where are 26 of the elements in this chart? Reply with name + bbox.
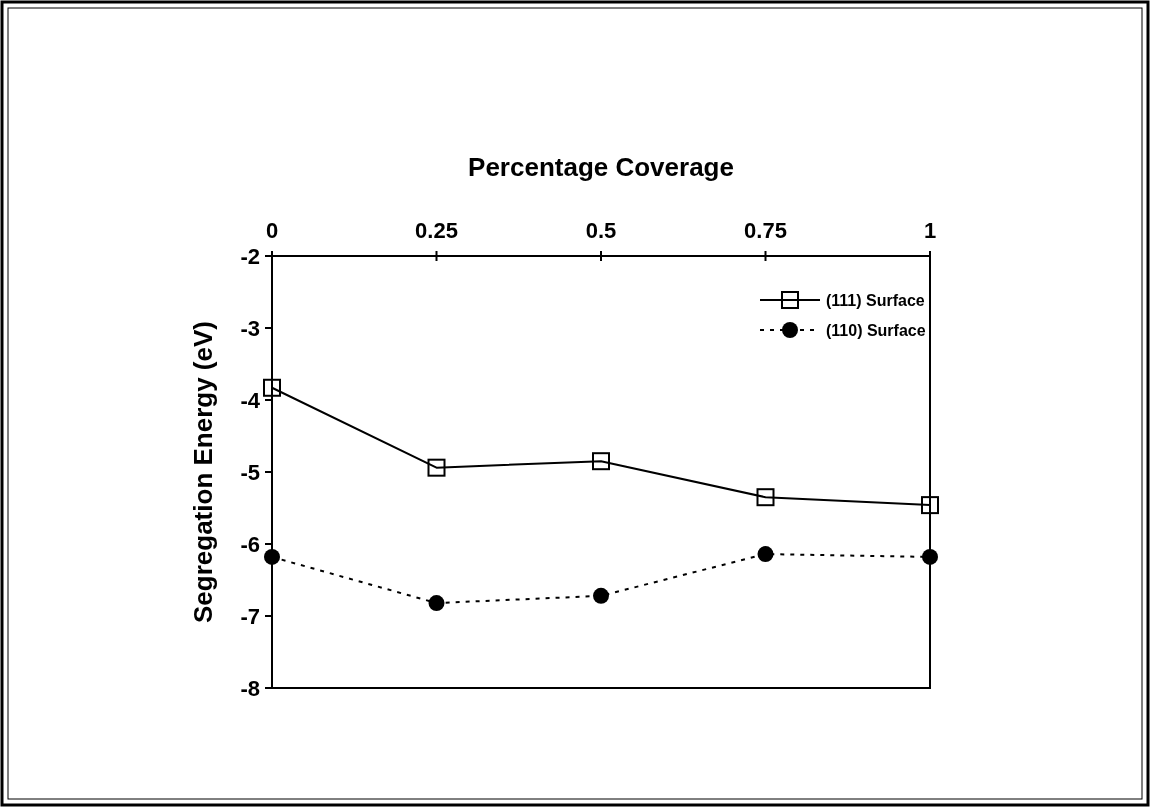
point [922,548,938,565]
x-axis-title: Percentage Coverage [468,152,734,182]
y-tick-label: -8 [240,676,260,701]
x-tick-label: 0.75 [744,218,787,243]
point [428,595,445,612]
x-tick-label: 0.25 [415,218,458,243]
y-axis-title: Segregation Energy (eV) [188,321,218,623]
legend-label: (110) Surface [826,322,926,339]
y-tick-label: -3 [240,316,260,341]
y-tick-label: -4 [240,388,261,413]
x-tick-label: 0.5 [585,218,617,243]
point [264,548,280,565]
y-tick-label: -7 [240,604,260,629]
point [756,488,775,507]
point [263,378,281,397]
y-tick-label: -6 [240,532,260,557]
x-tick-label: 0 [265,218,279,243]
y-tick-label: -5 [240,460,260,485]
point [427,458,446,477]
y-tick-label: -2 [240,244,260,269]
point [757,546,774,563]
legend-label: (111) Surface [826,292,925,309]
point [593,587,609,604]
point [921,496,939,515]
x-tick-label: 1 [923,218,937,243]
point [592,452,610,471]
